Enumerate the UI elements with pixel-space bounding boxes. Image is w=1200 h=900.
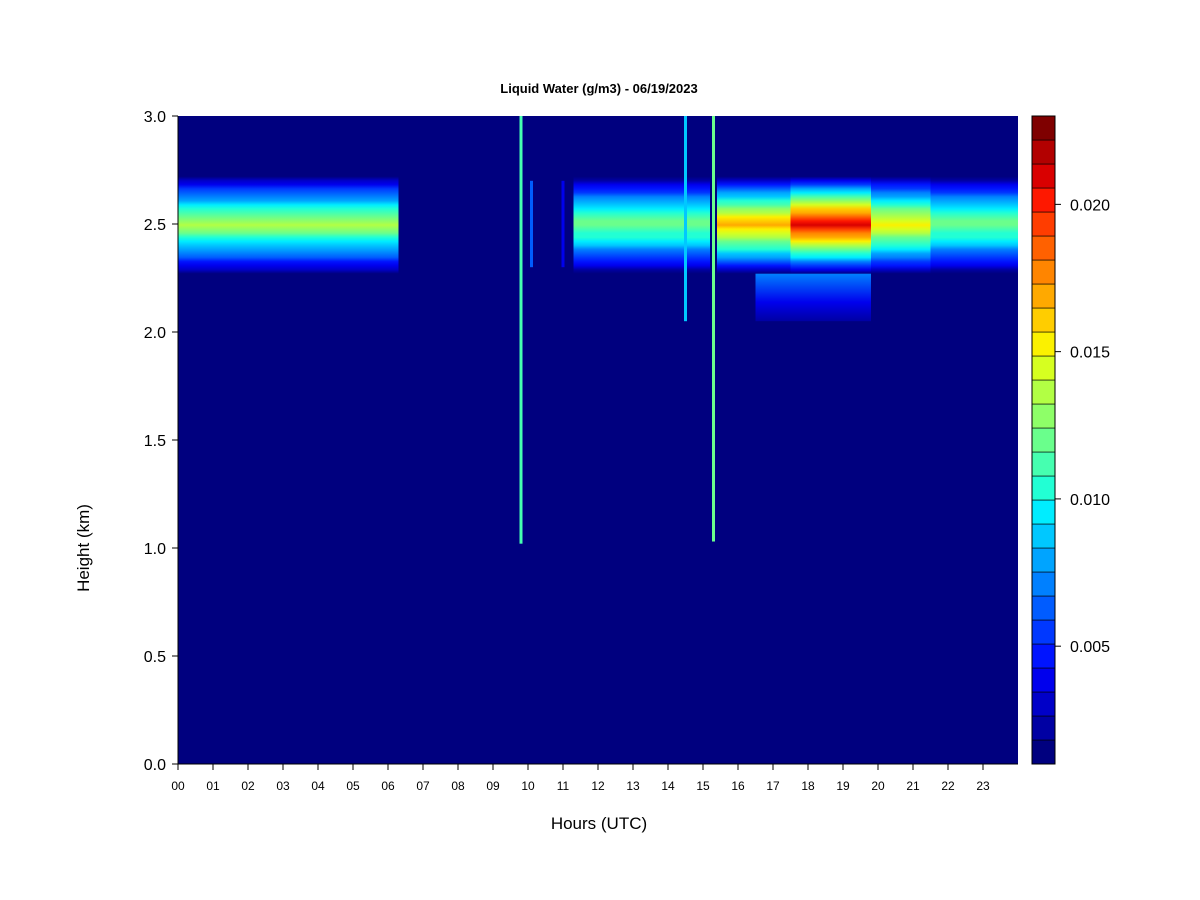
- colorbar-swatch: [1031, 307, 1056, 333]
- x-tick-label: 14: [661, 779, 675, 793]
- y-tick-label: 0.0: [144, 757, 166, 774]
- colorbar-swatch: [1031, 379, 1056, 405]
- liquid-water-spike: [561, 180, 565, 268]
- colorbar-swatch: [1031, 739, 1056, 765]
- y-axis-label: Height (km): [74, 504, 93, 592]
- y-axis: 0.0 0.5 1.0 1.5 2.0 2.5 3.0: [144, 109, 179, 774]
- colorbar-swatch: [1031, 139, 1056, 165]
- liquid-water-spike: [530, 180, 533, 268]
- x-tick-label: 12: [591, 779, 605, 793]
- colorbar-swatch: [1031, 571, 1056, 597]
- cloud-base-extension: [755, 273, 871, 322]
- x-axis-label: Hours (UTC): [551, 814, 647, 833]
- colorbar-swatch: [1031, 451, 1056, 477]
- x-tick-label: 06: [381, 779, 395, 793]
- colorbar-frame: [1031, 115, 1056, 765]
- colorbar-swatch: [1031, 211, 1056, 237]
- colorbar-swatch: [1031, 595, 1056, 621]
- colorbar-swatch: [1031, 667, 1056, 693]
- colorbar-swatch: [1031, 643, 1056, 669]
- x-tick-label: 18: [801, 779, 815, 793]
- colorbar-swatch: [1031, 331, 1056, 357]
- colorbar-swatch: [1031, 283, 1056, 309]
- cloud-layer-segment: [790, 176, 871, 274]
- x-tick-label: 01: [206, 779, 220, 793]
- y-tick-label: 1.5: [144, 433, 166, 450]
- chart-title: Liquid Water (g/m3) - 06/19/2023: [500, 81, 697, 96]
- colorbar-swatch: [1031, 259, 1056, 285]
- x-tick-label: 13: [626, 779, 640, 793]
- colorbar-swatch: [1031, 619, 1056, 645]
- x-tick-label: 19: [836, 779, 850, 793]
- x-tick-label: 21: [906, 779, 920, 793]
- x-tick-label: 16: [731, 779, 745, 793]
- colorbar-swatch: [1031, 475, 1056, 501]
- cloud-layer-segment: [178, 176, 399, 274]
- x-tick-label: 09: [486, 779, 500, 793]
- x-tick-label: 07: [416, 779, 430, 793]
- x-tick-label: 17: [766, 779, 780, 793]
- x-tick-label: 00: [171, 779, 185, 793]
- colorbar-swatch: [1031, 523, 1056, 549]
- y-tick-label: 1.0: [144, 541, 166, 558]
- x-tick-label: 04: [311, 779, 325, 793]
- x-tick-label: 11: [557, 779, 570, 793]
- plot-area: [178, 116, 1018, 764]
- x-tick-label: 03: [276, 779, 290, 793]
- x-tick-label: 10: [521, 779, 535, 793]
- liquid-water-spike: [519, 116, 523, 544]
- x-tick-label: 05: [346, 779, 360, 793]
- x-tick-label: 08: [451, 779, 465, 793]
- y-tick-label: 2.5: [144, 217, 166, 234]
- y-tick-label: 0.5: [144, 649, 166, 666]
- colorbar-swatch: [1031, 235, 1056, 261]
- y-tick-label: 2.0: [144, 325, 166, 342]
- colorbar-swatch: [1031, 499, 1056, 525]
- colorbar-tick-label: 0.020: [1070, 197, 1110, 214]
- colorbar-tick-label: 0.005: [1070, 639, 1110, 656]
- x-tick-label: 02: [241, 779, 255, 793]
- x-tick-label: 20: [871, 779, 885, 793]
- liquid-water-spike: [712, 116, 715, 542]
- cloud-layer-segment: [871, 176, 931, 274]
- x-tick-label: 15: [696, 779, 710, 793]
- colorbar-swatch: [1031, 691, 1056, 717]
- colorbar-tick-label: 0.015: [1070, 345, 1110, 362]
- x-axis: 00 01 02 03 04 05 06 07 08 09 10 11 12 13 14 15 16 17 18 19…: [171, 763, 1018, 793]
- colorbar-swatch: [1031, 427, 1056, 453]
- colorbar-swatch: [1031, 403, 1056, 429]
- x-tick-label: 23: [976, 779, 990, 793]
- colorbar-swatch: [1031, 355, 1056, 381]
- colorbar-tick-label: 0.010: [1070, 492, 1110, 509]
- liquid-water-spike: [684, 116, 687, 322]
- cloud-layer-segment: [930, 176, 1018, 274]
- cloud-layer-segment: [573, 176, 710, 274]
- colorbar-swatch: [1031, 547, 1056, 573]
- cloud-layer-segment: [717, 176, 791, 274]
- colorbar: 0.005 0.010 0.015 0.020: [1031, 115, 1110, 765]
- colorbar-swatch: [1031, 187, 1056, 213]
- colorbar-swatch: [1031, 163, 1056, 189]
- y-tick-label: 3.0: [144, 109, 166, 126]
- colorbar-swatch: [1031, 715, 1056, 741]
- colorbar-swatch: [1031, 115, 1056, 141]
- x-tick-label: 22: [941, 779, 955, 793]
